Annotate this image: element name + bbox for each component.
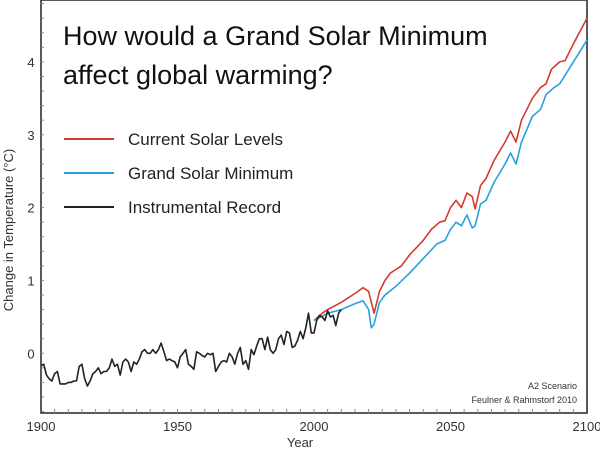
x-tick-label: 2100 xyxy=(573,419,600,434)
annotation-scenario: A2 Scenario xyxy=(528,381,577,391)
y-tick-label: 3 xyxy=(27,128,34,143)
x-tick-label: 1900 xyxy=(27,419,56,434)
legend-label: Instrumental Record xyxy=(128,198,281,217)
y-axis-title: Change in Temperature (°C) xyxy=(1,149,16,311)
series-lines xyxy=(40,17,588,387)
y-tick-label: 2 xyxy=(27,201,34,216)
x-tick-label: 1950 xyxy=(163,419,192,434)
legend: Current Solar Levels Grand Solar Minimum I… xyxy=(64,130,293,217)
chart-title-line-2: affect global warming? xyxy=(63,60,333,90)
x-tick-label: 2050 xyxy=(436,419,465,434)
series-line-current-solar-levels xyxy=(313,17,588,322)
annotation-source: Feulner & Rahmstorf 2010 xyxy=(471,395,577,405)
x-tick-label: 2000 xyxy=(300,419,329,434)
chart-title-line-1: How would a Grand Solar Minimum xyxy=(63,21,488,51)
legend-label: Grand Solar Minimum xyxy=(128,164,293,183)
legend-label: Current Solar Levels xyxy=(128,130,283,149)
y-tick-label: 0 xyxy=(27,346,34,361)
series-line-grand-solar-minimum xyxy=(313,39,588,329)
y-tick-label: 4 xyxy=(27,55,34,70)
series-line-instrumental-record xyxy=(40,309,342,387)
x-axis-title: Year xyxy=(287,435,314,450)
y-tick-label: 1 xyxy=(27,273,34,288)
axes: 1900 1950 2000 2050 2100 0 1 2 3 4 xyxy=(27,0,600,434)
